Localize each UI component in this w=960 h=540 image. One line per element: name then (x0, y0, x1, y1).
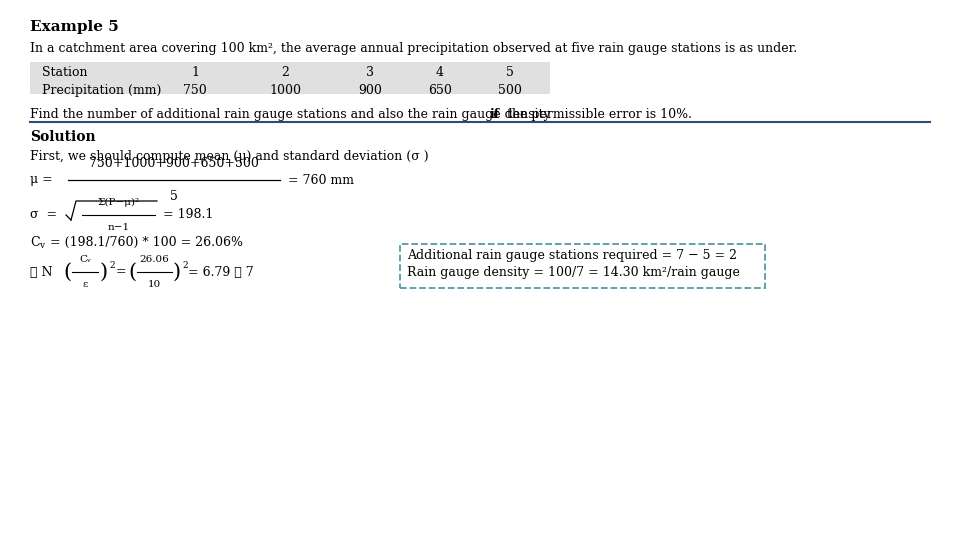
Text: μ =: μ = (30, 173, 53, 186)
Text: 2: 2 (109, 260, 114, 269)
Text: (: ( (63, 262, 71, 281)
Text: 5: 5 (170, 190, 178, 203)
Text: = (198.1/760) * 100 = 26.06%: = (198.1/760) * 100 = 26.06% (46, 235, 243, 248)
Text: C: C (30, 235, 39, 248)
Text: Cᵥ: Cᵥ (79, 255, 91, 264)
Text: 650: 650 (428, 84, 452, 97)
Text: Rain gauge density = 100/7 = 14.30 km²/rain gauge: Rain gauge density = 100/7 = 14.30 km²/r… (407, 266, 740, 279)
Text: 3: 3 (366, 66, 374, 79)
Text: Precipitation (mm): Precipitation (mm) (42, 84, 161, 97)
Text: (: ( (128, 262, 136, 281)
Text: ): ) (173, 262, 181, 281)
Text: Additional rain gauge stations required = 7 − 5 = 2: Additional rain gauge stations required … (407, 249, 737, 262)
Text: 26.06: 26.06 (139, 255, 169, 264)
Text: 750: 750 (183, 84, 206, 97)
Text: Station: Station (42, 66, 87, 79)
Text: ): ) (100, 262, 108, 281)
Text: = 760 mm: = 760 mm (288, 173, 354, 186)
Text: 5: 5 (506, 66, 514, 79)
Text: Example 5: Example 5 (30, 20, 119, 34)
Text: 1000: 1000 (269, 84, 301, 97)
Text: n−1: n−1 (108, 223, 130, 232)
Text: 1: 1 (191, 66, 199, 79)
Bar (30, 62, 550, 94)
Text: 2: 2 (182, 260, 187, 269)
Text: σ  =: σ = (30, 208, 58, 221)
Text: = 6.79 ≅ 7: = 6.79 ≅ 7 (188, 266, 253, 279)
Text: if: if (490, 108, 500, 121)
Text: Σ(P−μ)²: Σ(P−μ)² (97, 198, 139, 207)
FancyBboxPatch shape (400, 244, 765, 288)
Text: = 198.1: = 198.1 (163, 208, 213, 221)
Text: the permissible error is 10%.: the permissible error is 10%. (503, 108, 692, 121)
Text: =: = (116, 266, 127, 279)
Text: In a catchment area covering 100 km², the average annual precipitation observed : In a catchment area covering 100 km², th… (30, 42, 797, 55)
Text: ε: ε (83, 280, 87, 289)
Text: Find the number of additional rain gauge stations and also the rain gauge densit: Find the number of additional rain gauge… (30, 108, 555, 121)
Text: v: v (39, 241, 44, 251)
Text: 10: 10 (148, 280, 161, 289)
Text: Solution: Solution (30, 130, 96, 144)
Text: 750+1000+900+650+500: 750+1000+900+650+500 (89, 157, 259, 170)
Text: 900: 900 (358, 84, 382, 97)
Text: First, we should compute mean (μ) and standard deviation (σ ): First, we should compute mean (μ) and st… (30, 150, 428, 163)
Text: 500: 500 (498, 84, 522, 97)
Text: ∴ N: ∴ N (30, 266, 53, 279)
Text: 4: 4 (436, 66, 444, 79)
Text: 2: 2 (281, 66, 289, 79)
